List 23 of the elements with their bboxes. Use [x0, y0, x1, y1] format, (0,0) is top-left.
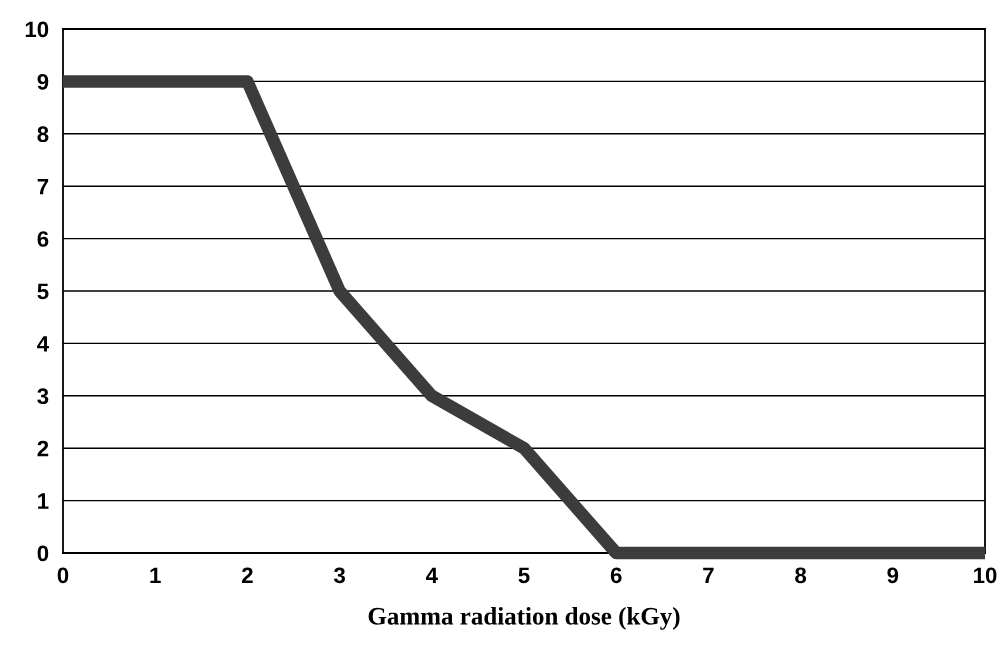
y-tick-label: 6 — [37, 231, 49, 247]
x-tick-label: 7 — [703, 567, 714, 583]
y-tick-label: 1 — [38, 493, 49, 509]
y-tick-label: 8 — [37, 126, 49, 143]
x-tick-label: 1 — [150, 567, 161, 583]
y-tick-label: 5 — [37, 283, 49, 300]
y-tick-label: 4 — [37, 336, 49, 352]
x-tick-label: 2 — [241, 567, 253, 583]
x-tick-label: 4 — [425, 567, 438, 583]
y-tick-label: 10 — [25, 21, 49, 38]
x-tick-label: 3 — [333, 567, 345, 584]
x-tick-label: 6 — [610, 567, 622, 584]
x-axis-title: Gamma radiation dose (kGy) — [368, 607, 680, 630]
y-tick-label: 9 — [37, 73, 49, 90]
x-tick-label: 10 — [974, 567, 997, 584]
y-tick-label: 2 — [37, 440, 49, 457]
x-tick-label: 0 — [57, 567, 69, 584]
y-tick-label: 0 — [37, 545, 49, 562]
y-tick-label: 7 — [37, 178, 49, 195]
x-tick-label: 5 — [518, 567, 530, 584]
x-tick-label: 8 — [795, 567, 807, 584]
x-tick-label: 9 — [887, 567, 899, 584]
y-tick-label: 3 — [37, 388, 49, 405]
